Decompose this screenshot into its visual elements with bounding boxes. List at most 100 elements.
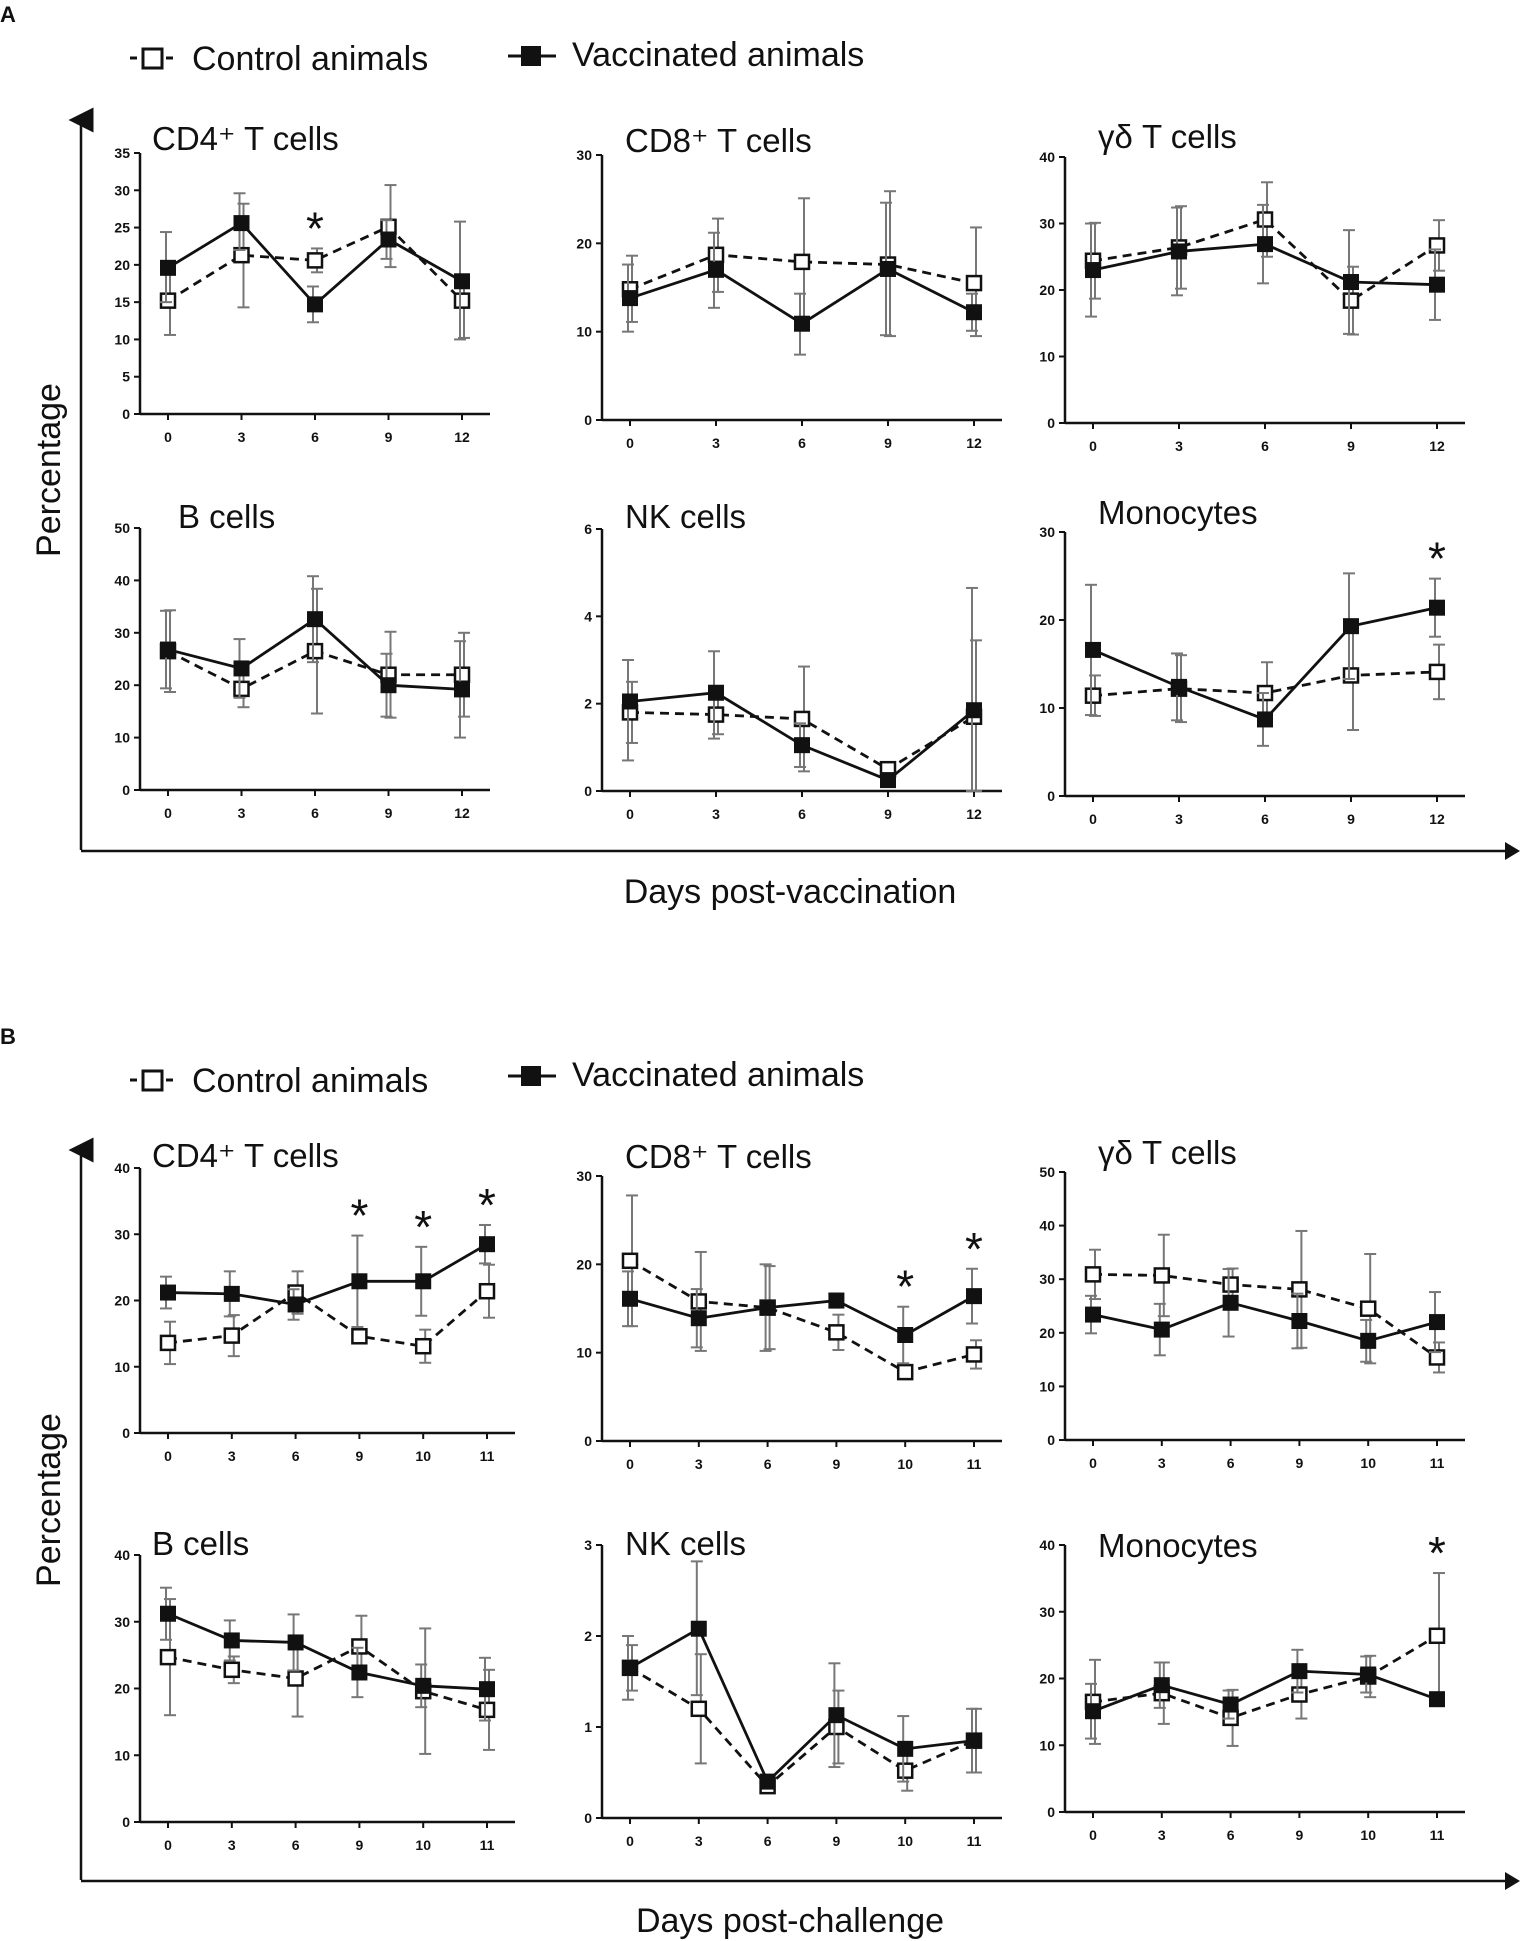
vaccinated-marker (966, 304, 982, 321)
vaccinated-marker (351, 1273, 368, 1290)
vaccinated-marker (1085, 641, 1101, 658)
control-marker (621, 1252, 639, 1270)
chart-title: γδ T cells (1098, 1134, 1237, 1171)
x-tick-label: 0 (164, 805, 172, 821)
x-tick-label: 3 (238, 429, 246, 445)
x-tick-label: 11 (480, 1448, 495, 1464)
y-tick-label: 2 (584, 696, 592, 712)
y-tick-label: 40 (114, 572, 130, 588)
control-marker (453, 292, 471, 309)
vaccinated-marker (223, 1285, 240, 1302)
vaccinated-marker (708, 684, 724, 701)
x-tick-label: 9 (356, 1448, 364, 1464)
control-marker (1084, 687, 1102, 704)
y-tick-label: 10 (114, 331, 130, 347)
x-tick-label: 6 (1227, 1455, 1235, 1471)
vaccinated-marker (622, 290, 638, 307)
control-series-line (1092, 1272, 1438, 1359)
chart-b-cd4: CD4⁺ T cells 0 10 20 30 40 0 3 6 9 10 11 * * * (114, 1137, 515, 1464)
y-tick-label: 0 (584, 1810, 592, 1826)
y-tick-label: 0 (584, 1433, 592, 1449)
vaccinated-marker (160, 259, 176, 276)
vaccinated-marker (1429, 1314, 1445, 1331)
x-tick-label: 0 (164, 1837, 172, 1853)
chart-title: CD4⁺ T cells (152, 1137, 339, 1174)
x-tick-label: 11 (1430, 1827, 1445, 1843)
chart-b-nk: NK cells 0 1 2 3 0 3 6 9 10 11 (584, 1525, 1002, 1849)
x-tick-label: 6 (311, 429, 319, 445)
control-marker (707, 246, 725, 264)
vaccinated-marker (415, 1677, 432, 1694)
y-tick-label: 20 (576, 235, 592, 251)
vaccinated-marker (454, 273, 470, 290)
y-tick-label: 30 (1039, 1604, 1055, 1620)
chart-title: CD8⁺ T cells (625, 1138, 812, 1175)
x-tick-label: 9 (1347, 438, 1355, 454)
panel-letter: B (0, 1024, 16, 1049)
significance-star: * (306, 202, 324, 254)
control-marker (223, 1661, 241, 1679)
x-tick-label: 9 (833, 1833, 841, 1849)
x-tick-label: 9 (1347, 811, 1355, 827)
legend-control-label: Control animals (192, 1062, 428, 1100)
x-tick-label: 11 (967, 1833, 982, 1849)
y-tick-label: 0 (122, 406, 130, 422)
x-tick-label: 3 (1158, 1455, 1166, 1471)
vaccinated-marker (454, 681, 470, 698)
vaccinated-marker (1291, 1663, 1308, 1680)
legend: Control animals Vaccinated animals (130, 1056, 864, 1100)
control-series-line (167, 1644, 488, 1712)
vaccinated-marker (966, 1288, 982, 1305)
legend-control-symbol (130, 1069, 178, 1092)
x-tick-label: 0 (1089, 1827, 1097, 1843)
control-marker (478, 1701, 496, 1719)
chart-title: B cells (152, 1525, 249, 1562)
significance-star: * (350, 1190, 368, 1242)
x-tick-label: 0 (626, 1833, 634, 1849)
control-marker (306, 642, 324, 660)
legend-control-symbol (130, 47, 178, 70)
y-tick-label: 20 (114, 677, 130, 693)
y-tick-label: 10 (1039, 1737, 1055, 1753)
vaccinated-series-line (629, 267, 975, 326)
chart-title: NK cells (625, 1525, 746, 1562)
vaccinated-marker (1360, 1666, 1377, 1683)
chart-title: Monocytes (1098, 1527, 1258, 1564)
control-series-line (167, 1290, 488, 1348)
chart-title: Monocytes (1098, 494, 1258, 531)
vaccinated-marker (1429, 599, 1445, 616)
y-tick-label: 3 (584, 1537, 592, 1553)
vaccinated-marker (622, 1290, 638, 1307)
chart-b-gd: γδ T cells 0 10 20 30 40 50 0 3 6 9 10 11 (1039, 1134, 1465, 1471)
vaccinated-marker (690, 1620, 707, 1637)
y-tick-label: 0 (1047, 415, 1055, 431)
control-marker (351, 1638, 368, 1655)
y-tick-label: 0 (584, 412, 592, 428)
vaccinated-marker (1085, 1306, 1101, 1323)
x-tick-label: 3 (1175, 811, 1183, 827)
vaccinated-series-line (629, 1294, 975, 1337)
y-tick-label: 0 (1047, 788, 1055, 804)
chart-title: CD4⁺ T cells (152, 120, 339, 157)
y-tick-label: 25 (114, 220, 130, 236)
vaccinated-marker (307, 296, 323, 313)
vaccinated-marker (966, 702, 982, 719)
vaccinated-marker (794, 737, 810, 754)
x-tick-label: 11 (480, 1837, 495, 1853)
chart-title: NK cells (625, 498, 746, 535)
x-tick-label: 6 (311, 805, 319, 821)
vaccinated-marker (880, 772, 896, 789)
control-series-line (629, 1259, 975, 1374)
vaccinated-marker (287, 1296, 304, 1313)
control-marker (159, 292, 177, 309)
control-marker (478, 1282, 496, 1300)
vaccinated-marker (1153, 1677, 1170, 1694)
chart-a-cd8: CD8⁺ T cells 0 10 20 30 0 3 6 9 12 (576, 122, 1002, 451)
vaccinated-series-line (1092, 1301, 1438, 1343)
control-marker (453, 666, 471, 683)
vaccinated-marker (1429, 276, 1445, 293)
y-tick-label: 30 (1039, 1271, 1055, 1287)
x-tick-label: 9 (884, 435, 892, 451)
vaccinated-marker (966, 1732, 982, 1749)
significance-star: * (1428, 533, 1446, 585)
